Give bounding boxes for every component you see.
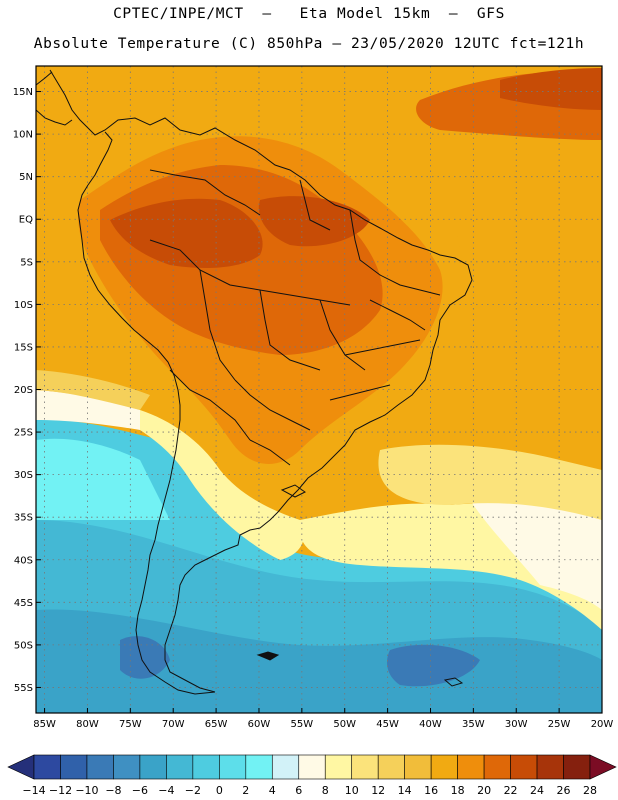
lon-tick-label: 65W bbox=[205, 719, 228, 730]
colorbar-label: 18 bbox=[451, 784, 465, 797]
colorbar-swatch bbox=[166, 754, 194, 780]
colorbar-label: 24 bbox=[530, 784, 544, 797]
lat-tick-label: 25S bbox=[14, 428, 33, 439]
colorbar-labels: −14 −12 −10 −8 −6 −4 −2 0 2 4 6 8 10 12 14 16 18 20 22 24 26… bbox=[22, 784, 597, 797]
coastline bbox=[36, 69, 473, 695]
colorbar-label: 4 bbox=[269, 784, 276, 797]
lon-tick-label: 40W bbox=[419, 719, 442, 730]
lon-tick-label: 75W bbox=[119, 719, 142, 730]
colorbar-swatch bbox=[457, 754, 485, 780]
colorbar-swatch bbox=[298, 754, 326, 780]
lat-tick-label: 15N bbox=[13, 87, 33, 98]
lat-tick-label: EQ bbox=[19, 215, 33, 226]
lon-tick-label: 55W bbox=[291, 719, 314, 730]
lon-tick-label: 35W bbox=[462, 719, 485, 730]
colorbar-swatch bbox=[351, 754, 379, 780]
colorbar-swatch bbox=[430, 754, 458, 780]
colorbar-swatch bbox=[245, 754, 273, 780]
colorbar-swatch bbox=[377, 754, 405, 780]
lat-tick-label: 10S bbox=[14, 300, 33, 311]
colorbar-label: 12 bbox=[371, 784, 385, 797]
longitude-labels: 85W 80W 75W 70W 65W 60W 55W 50W 45W 40W 35W 30W 25W 2… bbox=[33, 708, 613, 730]
lon-tick-label: 45W bbox=[376, 719, 399, 730]
colorbar-label: −14 bbox=[22, 784, 45, 797]
lon-tick-label: 25W bbox=[548, 719, 571, 730]
title-variable: Absolute Temperature (C) 850hPa — 23/05/… bbox=[33, 36, 585, 52]
colorbar-label: 10 bbox=[345, 784, 359, 797]
lon-tick-label: 80W bbox=[76, 719, 99, 730]
colorbar-label: 0 bbox=[216, 784, 223, 797]
temperature-field bbox=[36, 66, 602, 713]
map-graticule bbox=[36, 66, 602, 713]
colorbar-label: 16 bbox=[424, 784, 438, 797]
colorbar-swatch bbox=[536, 754, 564, 780]
lat-tick-label: 10N bbox=[13, 130, 33, 141]
lat-tick-label: 30S bbox=[14, 470, 33, 481]
colorbar bbox=[7, 754, 617, 780]
colorbar-swatch bbox=[86, 754, 114, 780]
latitude-labels: 15N 10N 5N EQ 5S 10S 15S 20S 25S 30S 35S 40S 45S 50S 5… bbox=[13, 87, 41, 694]
lon-tick-label: 50W bbox=[333, 719, 356, 730]
lat-tick-label: 5N bbox=[19, 172, 33, 183]
lon-tick-label: 20W bbox=[591, 719, 614, 730]
lon-tick-label: 30W bbox=[505, 719, 528, 730]
colorbar-label: 20 bbox=[477, 784, 491, 797]
colorbar-swatch bbox=[404, 754, 432, 780]
colorbar-swatch bbox=[60, 754, 88, 780]
colorbar-swatch bbox=[113, 754, 141, 780]
colorbar-label: 8 bbox=[322, 784, 329, 797]
lon-tick-label: 85W bbox=[33, 719, 56, 730]
colorbar-underflow-arrow bbox=[7, 754, 35, 780]
colorbar-label: −8 bbox=[105, 784, 121, 797]
colorbar-label: 2 bbox=[242, 784, 249, 797]
colorbar-overflow-arrow bbox=[589, 754, 617, 780]
colorbar-label: 28 bbox=[583, 784, 597, 797]
lat-tick-label: 40S bbox=[14, 555, 33, 566]
colorbar-label: 14 bbox=[398, 784, 412, 797]
lon-tick-label: 70W bbox=[162, 719, 185, 730]
lat-tick-label: 50S bbox=[14, 640, 33, 651]
colorbar-swatch bbox=[33, 754, 61, 780]
colorbar-label: −6 bbox=[132, 784, 148, 797]
lon-tick-label: 60W bbox=[248, 719, 271, 730]
lat-tick-label: 35S bbox=[14, 513, 33, 524]
colorbar-label: −12 bbox=[49, 784, 72, 797]
colorbar-swatch bbox=[483, 754, 511, 780]
colorbar-label: 26 bbox=[557, 784, 571, 797]
lat-tick-label: 15S bbox=[14, 342, 33, 353]
colorbar-label: −10 bbox=[75, 784, 98, 797]
title-model: CPTEC/INPE/MCT — Eta Model 15km — GFS bbox=[113, 6, 505, 22]
lat-tick-label: 55S bbox=[14, 683, 33, 694]
colorbar-label: 22 bbox=[504, 784, 518, 797]
colorbar-label: −4 bbox=[158, 784, 174, 797]
lat-tick-label: 20S bbox=[14, 385, 33, 396]
colorbar-swatch bbox=[219, 754, 247, 780]
colorbar-swatch bbox=[563, 754, 591, 780]
colorbar-swatch bbox=[510, 754, 538, 780]
colorbar-label: −2 bbox=[185, 784, 201, 797]
colorbar-label: 6 bbox=[295, 784, 302, 797]
lat-tick-label: 5S bbox=[20, 257, 33, 268]
colorbar-swatch bbox=[139, 754, 167, 780]
colorbar-swatch bbox=[324, 754, 353, 780]
lat-tick-label: 45S bbox=[14, 598, 33, 609]
colorbar-swatch bbox=[192, 754, 220, 780]
colorbar-swatch bbox=[271, 754, 300, 780]
